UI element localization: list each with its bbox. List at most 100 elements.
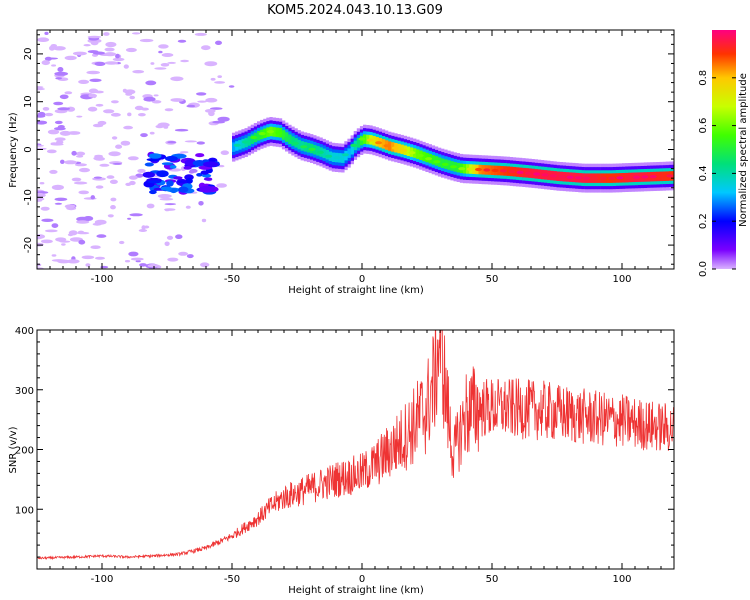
- noise-speckle: [125, 47, 137, 53]
- noise-speckle: [73, 181, 88, 185]
- signal-blob: [144, 162, 154, 167]
- noise-speckle: [88, 88, 99, 94]
- signal-blob: [196, 173, 203, 177]
- ridge-cell: [631, 172, 635, 183]
- noise-speckle: [167, 61, 177, 64]
- noise-speckle: [41, 218, 54, 222]
- ridge-cell: [456, 162, 460, 173]
- noise-speckle: [61, 243, 66, 246]
- ridge-peak: [616, 176, 624, 180]
- noise-speckle: [186, 254, 194, 259]
- noise-speckle: [71, 177, 82, 182]
- noise-speckle: [166, 235, 174, 240]
- ridge-cell: [472, 164, 476, 174]
- noise-speckle: [146, 203, 155, 209]
- noise-speckle: [137, 168, 146, 173]
- ridge-cell: [291, 136, 295, 146]
- noise-speckle: [99, 163, 110, 167]
- ridge-peak: [358, 137, 366, 141]
- spectrogram-y-tick-label: 10: [23, 95, 34, 108]
- noise-speckle: [74, 163, 87, 167]
- noise-speckle: [210, 107, 223, 110]
- noise-speckle: [180, 59, 190, 63]
- noise-speckle: [54, 120, 63, 125]
- ridge-cell: [656, 171, 660, 182]
- ridge-peak: [242, 140, 249, 144]
- noise-speckle: [157, 122, 170, 128]
- ridge-peak: [300, 145, 308, 149]
- ridge-cell: [372, 136, 376, 146]
- noise-speckle: [198, 201, 204, 206]
- noise-speckle: [164, 208, 170, 212]
- noise-speckle: [106, 175, 115, 179]
- ridge-cell: [250, 134, 255, 144]
- noise-speckle: [147, 264, 160, 268]
- noise-speckle: [90, 245, 101, 249]
- noise-speckle: [95, 103, 104, 107]
- signal-blob: [203, 177, 213, 181]
- noise-speckle: [150, 62, 155, 65]
- noise-speckle: [196, 92, 207, 96]
- noise-speckle: [64, 204, 76, 209]
- noise-speckle: [145, 80, 157, 86]
- signal-blob: [146, 158, 161, 162]
- noise-speckle: [44, 112, 54, 117]
- noise-speckle: [37, 87, 45, 91]
- ridge-cell: [572, 172, 576, 183]
- noise-speckle: [210, 77, 216, 81]
- noise-speckle: [108, 151, 121, 157]
- noise-speckle: [37, 144, 45, 147]
- noise-speckle: [92, 51, 106, 55]
- ridge-peak: [416, 154, 424, 158]
- ridge-peak: [458, 167, 466, 171]
- noise-speckle: [217, 116, 230, 122]
- noise-speckle: [44, 31, 49, 35]
- ridge-cell: [506, 166, 510, 176]
- ridge-peak: [425, 157, 433, 161]
- colorbar-tick-label: 0.4: [698, 165, 709, 181]
- noise-speckle: [131, 32, 141, 35]
- noise-speckle: [109, 179, 118, 184]
- noise-speckle: [54, 197, 68, 201]
- ridge-peak: [233, 143, 241, 147]
- ridge-peak: [608, 176, 616, 180]
- signal-blob: [149, 190, 157, 195]
- noise-speckle: [200, 262, 210, 268]
- signal-blob: [165, 155, 178, 162]
- ridge-peak: [475, 167, 482, 172]
- noise-speckle: [129, 95, 135, 100]
- ridge-cell: [247, 136, 251, 146]
- snr-y-tick-label: 200: [15, 446, 34, 457]
- ridge-cell: [347, 148, 351, 158]
- ridge-cell: [272, 127, 276, 137]
- ridge-peak: [583, 176, 591, 180]
- ridge-peak: [341, 153, 349, 157]
- noise-speckle: [54, 71, 69, 76]
- signal-blob: [178, 186, 189, 193]
- noise-speckle: [37, 197, 45, 201]
- ridge-cell: [406, 146, 411, 156]
- ridge-cell: [297, 139, 301, 150]
- noise-speckle: [53, 46, 66, 51]
- noise-speckle: [37, 192, 46, 198]
- noise-speckle: [115, 144, 123, 149]
- colorbar-tick-label: 0.0: [698, 261, 709, 277]
- noise-speckle: [42, 107, 50, 111]
- noise-speckle: [41, 60, 50, 66]
- noise-speckle: [51, 254, 57, 257]
- noise-speckle: [83, 44, 91, 47]
- ridge-peak: [649, 175, 657, 179]
- noise-speckle: [107, 214, 114, 218]
- noise-speckle: [87, 106, 98, 112]
- ridge-cell: [397, 143, 401, 154]
- noise-speckle: [158, 44, 169, 49]
- ridge-cell: [597, 173, 601, 183]
- noise-speckle: [111, 100, 119, 104]
- ridge-cell: [422, 151, 426, 162]
- noise-speckle: [201, 218, 207, 223]
- noise-speckle: [105, 41, 117, 48]
- noise-speckle: [45, 57, 58, 60]
- noise-speckle: [124, 260, 131, 263]
- ridge-peak: [558, 175, 566, 179]
